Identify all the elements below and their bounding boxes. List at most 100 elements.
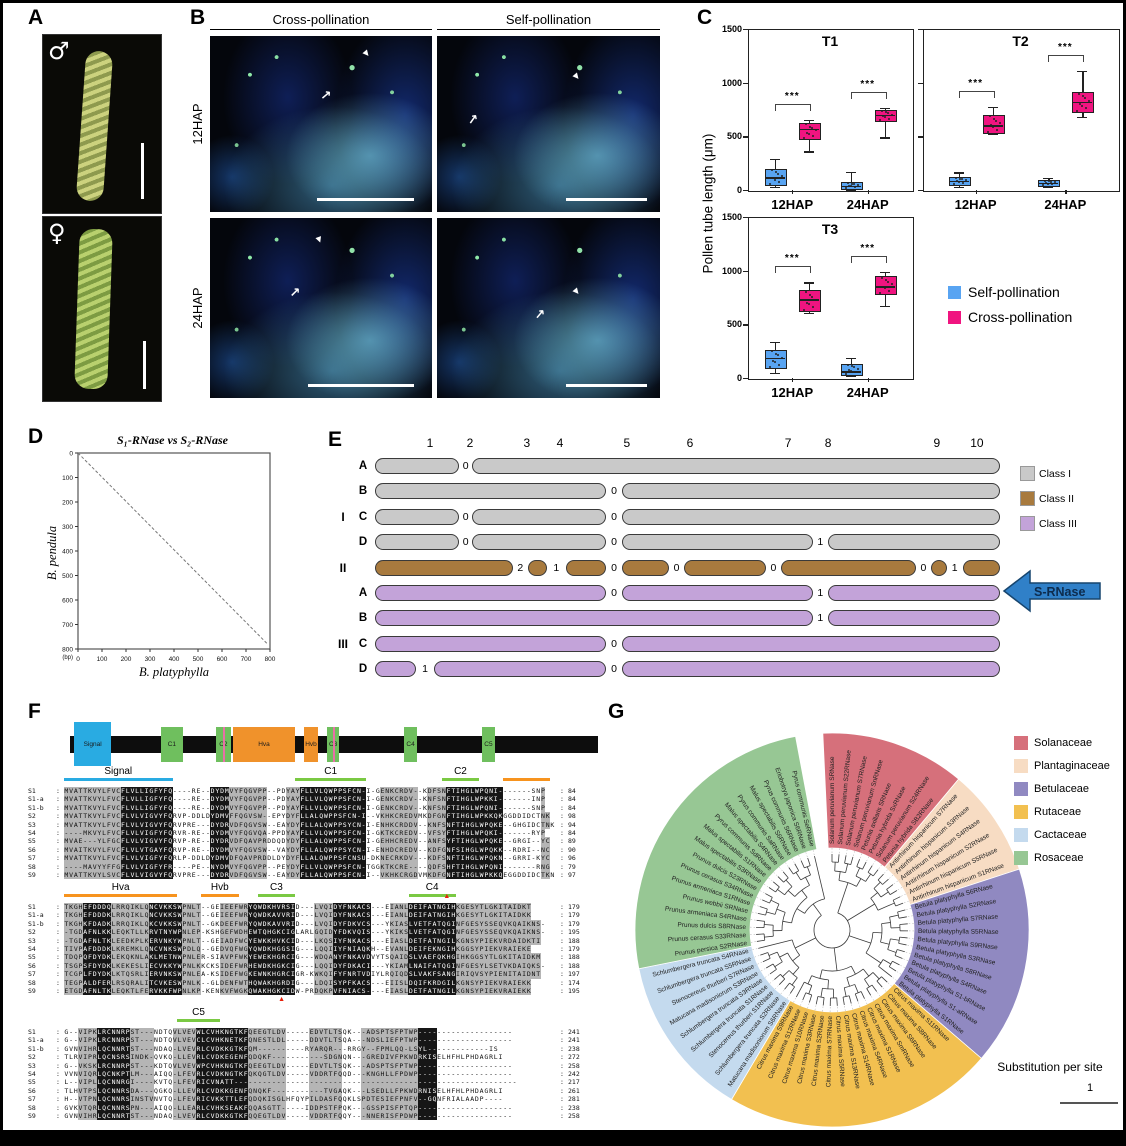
residue: K <box>389 787 395 796</box>
residue: D <box>101 961 107 971</box>
residue: I <box>158 1070 163 1078</box>
residue: T <box>384 862 390 871</box>
residue: P <box>196 987 201 996</box>
residue: - <box>64 936 69 945</box>
residue: D <box>219 945 225 954</box>
residue: E <box>469 928 475 937</box>
residue: S <box>493 1044 498 1053</box>
residue: F <box>299 871 305 880</box>
residue: F <box>229 928 234 937</box>
residue: - <box>356 1053 361 1062</box>
residue: R <box>417 1053 423 1062</box>
residue: A <box>517 953 522 962</box>
residue: G <box>507 871 512 879</box>
residue: A <box>337 1086 343 1096</box>
jitter-dot <box>853 186 856 189</box>
residue: L <box>111 970 116 979</box>
residue: N <box>540 845 546 855</box>
residue: Y <box>97 812 102 821</box>
residue: I <box>219 970 225 979</box>
cross-pollination-box-whisker-cap <box>1077 70 1088 73</box>
residue: V <box>139 845 145 855</box>
residue: - <box>479 1070 484 1078</box>
residue: V <box>427 829 433 838</box>
residue: I <box>366 845 371 854</box>
residue: - <box>384 1078 390 1087</box>
residue: N <box>186 953 192 962</box>
residue: K <box>130 936 135 945</box>
residue: Q <box>101 1086 107 1096</box>
residue: S <box>342 820 348 829</box>
residue: R <box>285 911 291 920</box>
residue: R <box>399 829 404 838</box>
intron-number: 0 <box>770 561 777 574</box>
residue: R <box>328 1044 333 1054</box>
residue: F <box>233 978 239 987</box>
residue: - <box>493 1095 498 1104</box>
tree-branch <box>760 952 768 956</box>
residue: M <box>384 1044 390 1054</box>
residue: E <box>224 1053 230 1062</box>
residue: D <box>252 1095 258 1104</box>
residue: Q <box>323 803 329 813</box>
leaf-guide <box>846 846 848 855</box>
residue: F <box>394 1103 400 1112</box>
residue: Q <box>87 1070 93 1079</box>
residue: E <box>385 903 390 911</box>
residue: I <box>455 829 461 838</box>
colon: : <box>56 970 60 979</box>
residue: N <box>181 928 187 937</box>
residue: T <box>101 987 107 996</box>
residue: L <box>191 945 197 954</box>
residue: L <box>177 1086 182 1096</box>
residue: Y <box>285 803 291 813</box>
residue: Q <box>168 1095 173 1104</box>
residue: I <box>521 953 527 962</box>
tree-branch <box>873 881 881 889</box>
residue: V <box>210 1103 215 1112</box>
gene-segment <box>828 610 1000 627</box>
residue: L <box>134 987 140 996</box>
row-letter: D <box>358 536 368 549</box>
residue: M <box>64 803 69 813</box>
legend-swatch <box>1014 805 1028 819</box>
residue: Y <box>97 837 102 846</box>
residue: S <box>130 970 135 979</box>
residue: S <box>531 787 536 795</box>
residue: E <box>517 945 522 954</box>
residue: V <box>153 820 159 829</box>
residue: Y <box>97 970 102 979</box>
residue: L <box>200 1070 206 1079</box>
residue: A <box>351 987 357 996</box>
residue: E <box>493 928 499 937</box>
residue: F <box>106 829 112 838</box>
intron-number: 0 <box>920 561 927 574</box>
residue: Q <box>87 1103 93 1112</box>
residue: F <box>450 862 456 871</box>
residue: H <box>470 1053 475 1062</box>
residue: A <box>224 936 230 945</box>
alignment-sequence: GVKVTQRLQCNNRSPN---AIQQ-LLEARLCVHKSEAKFQ… <box>64 1103 512 1112</box>
residue: V <box>351 928 357 937</box>
residue: L <box>408 919 414 929</box>
residue: - <box>295 1070 300 1078</box>
residue: H <box>73 1086 78 1095</box>
residue: G <box>281 945 286 954</box>
residue: K <box>134 911 140 920</box>
residue: Q <box>318 812 324 821</box>
residue: G <box>219 928 225 937</box>
residue: Q <box>427 862 433 871</box>
residue: K <box>266 911 272 920</box>
residue: V <box>210 1086 215 1096</box>
residue: C <box>243 936 249 945</box>
residue: D <box>92 919 98 929</box>
residue: V <box>252 795 258 804</box>
residue: N <box>531 919 536 929</box>
residue: P <box>182 854 187 863</box>
residue: R <box>120 1086 126 1096</box>
tree-branch <box>792 954 800 962</box>
residue: G <box>64 1036 69 1045</box>
sequence-name: S8 <box>28 862 36 871</box>
tree-branch <box>772 963 777 970</box>
residue: G <box>441 845 447 855</box>
